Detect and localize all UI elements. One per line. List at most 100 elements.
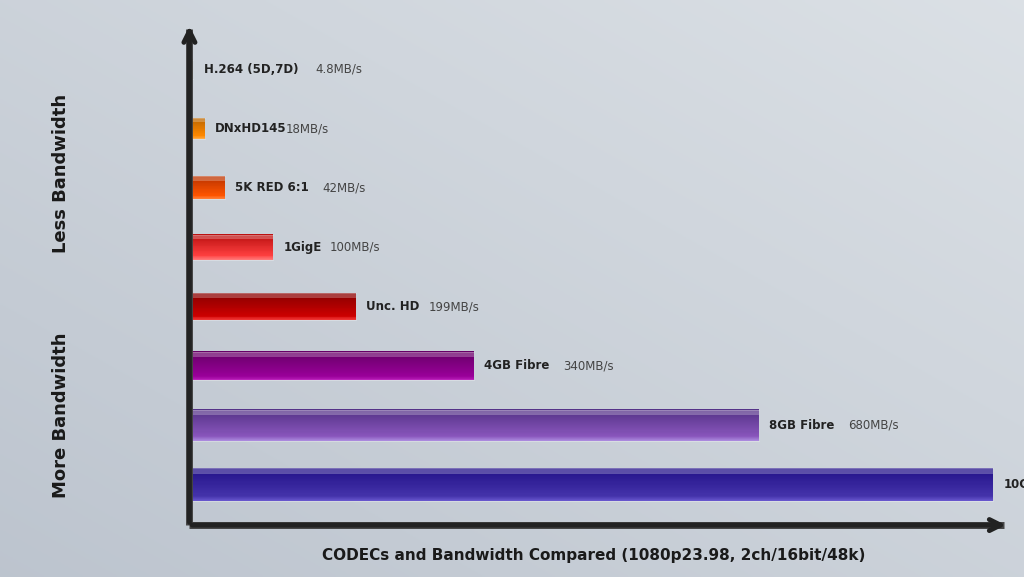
Bar <box>189 194 224 196</box>
Bar <box>189 362 474 364</box>
Bar <box>189 118 205 119</box>
Bar <box>189 62 194 63</box>
Bar <box>189 419 759 421</box>
Bar <box>189 254 273 256</box>
Bar <box>189 294 356 296</box>
Bar <box>189 477 993 478</box>
Bar <box>189 193 224 194</box>
Text: More Bandwidth: More Bandwidth <box>52 333 71 498</box>
Bar <box>189 302 356 304</box>
Bar <box>189 258 273 260</box>
Bar <box>189 413 759 414</box>
Bar <box>189 69 194 70</box>
Bar <box>189 67 194 68</box>
Bar <box>189 410 759 412</box>
Bar <box>189 240 273 241</box>
Bar <box>189 297 356 298</box>
Bar <box>189 479 993 481</box>
Bar <box>189 294 356 295</box>
Bar <box>189 197 224 198</box>
Bar <box>189 122 205 123</box>
Bar <box>189 125 205 126</box>
Bar <box>189 426 759 428</box>
Bar <box>189 179 224 181</box>
Bar <box>189 121 205 122</box>
Bar <box>189 244 273 246</box>
Bar <box>189 467 993 469</box>
Bar <box>189 184 224 186</box>
Bar <box>189 190 224 191</box>
Bar <box>189 424 759 425</box>
Bar <box>189 470 993 471</box>
Bar <box>189 293 356 298</box>
Bar <box>189 137 205 138</box>
Bar <box>189 293 356 294</box>
Bar <box>189 317 356 319</box>
Bar <box>189 60 194 61</box>
Bar <box>189 359 474 360</box>
Bar <box>189 352 474 354</box>
Bar <box>189 128 205 129</box>
Bar <box>189 414 759 416</box>
Bar <box>189 177 224 179</box>
Bar <box>189 479 993 480</box>
Bar <box>189 198 224 200</box>
Bar <box>189 256 273 257</box>
Bar <box>189 136 205 138</box>
Bar <box>189 478 993 479</box>
Bar <box>189 430 759 432</box>
Bar <box>189 188 224 189</box>
Bar <box>189 489 993 490</box>
Bar <box>189 238 273 240</box>
Bar <box>189 77 194 78</box>
Bar <box>189 190 224 192</box>
Bar <box>189 237 273 238</box>
Bar <box>189 481 993 482</box>
FancyBboxPatch shape <box>189 469 993 501</box>
Bar <box>189 257 273 258</box>
Bar <box>189 138 205 139</box>
Bar <box>189 410 759 415</box>
Bar <box>189 182 224 183</box>
Bar <box>189 308 356 309</box>
Text: 5K RED 6:1: 5K RED 6:1 <box>234 181 308 194</box>
Bar <box>189 307 356 309</box>
Bar <box>189 185 224 186</box>
Bar <box>189 251 273 252</box>
Bar <box>189 492 993 493</box>
Bar <box>189 309 356 310</box>
Bar <box>189 310 356 312</box>
Bar <box>189 368 474 370</box>
Bar <box>189 246 273 248</box>
Text: 340MB/s: 340MB/s <box>563 359 613 373</box>
Bar <box>189 497 993 499</box>
Bar <box>189 73 194 74</box>
Bar <box>189 305 356 306</box>
Bar <box>189 429 759 430</box>
Bar <box>189 62 194 63</box>
Bar <box>189 235 273 239</box>
Bar <box>189 63 194 64</box>
Bar <box>189 493 993 494</box>
Bar <box>189 422 759 424</box>
Bar <box>189 306 356 308</box>
Text: 10GigE: 10GigE <box>1004 478 1024 491</box>
Text: 42MB/s: 42MB/s <box>322 181 366 194</box>
Bar <box>189 356 474 357</box>
Bar <box>189 195 224 196</box>
Bar <box>189 181 224 182</box>
Bar <box>189 296 356 298</box>
Text: 4.8MB/s: 4.8MB/s <box>315 63 362 76</box>
Bar <box>189 60 194 63</box>
Bar <box>189 314 356 316</box>
Bar <box>189 75 194 76</box>
Bar <box>189 312 356 314</box>
Bar <box>189 417 759 418</box>
Bar <box>189 63 194 65</box>
Bar <box>189 361 474 362</box>
Bar <box>189 437 759 439</box>
Bar <box>189 61 194 62</box>
Bar <box>189 119 205 120</box>
Bar <box>189 431 759 433</box>
Bar <box>189 488 993 489</box>
